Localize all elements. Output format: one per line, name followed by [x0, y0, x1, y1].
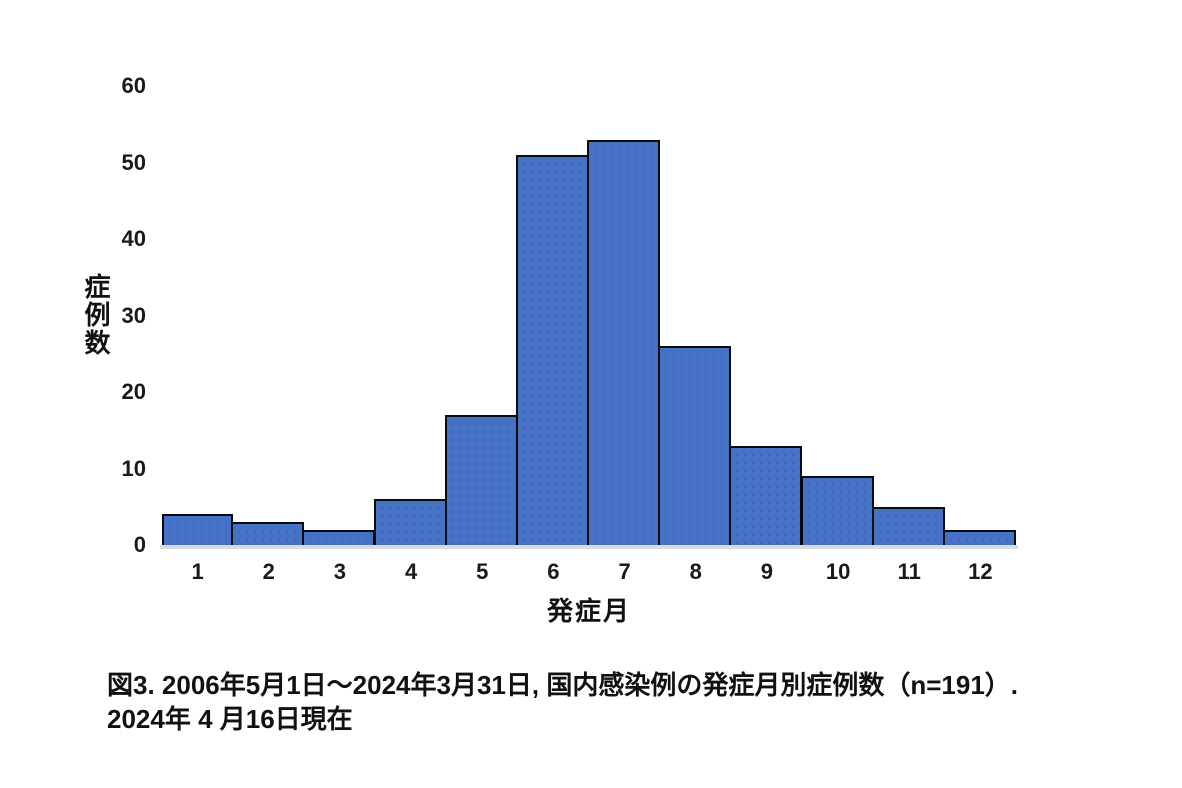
bar-month-8	[658, 346, 732, 545]
bar-month-6	[515, 154, 589, 545]
y-tick-label-50: 50	[121, 149, 146, 175]
x-tick-label-9: 9	[760, 559, 774, 584]
plot-area	[162, 86, 1016, 545]
bar-month-11	[871, 506, 945, 545]
x-tick-label-2: 2	[262, 559, 275, 584]
bar-month-3	[302, 529, 376, 545]
bar-month-4	[373, 499, 447, 545]
caption-line-1: 図3. 2006年5月1日～2024年3月31日, 国内感染例の発症月別症例数（…	[107, 670, 1019, 700]
bar-month-9	[729, 445, 803, 545]
y-tick-label-40: 40	[121, 226, 146, 251]
bar-month-5	[444, 414, 518, 545]
y-tick-label-10: 10	[121, 455, 146, 481]
x-tick-label-8: 8	[689, 559, 702, 584]
x-axis-baseline	[160, 545, 1018, 549]
bar-month-2	[231, 522, 305, 545]
y-tick-label-30: 30	[121, 302, 146, 328]
bar-month-7	[587, 139, 661, 545]
x-axis-tick-labels: 1 2 3 4 5 6 7 8 9 10 11 12	[162, 559, 1016, 587]
bar-month-1	[162, 514, 234, 545]
x-tick-label-1: 1	[191, 559, 204, 584]
caption-line-2: 2024年 4 月16日現在	[107, 704, 353, 734]
x-tick-label-10: 10	[825, 559, 851, 584]
bar-month-12	[942, 529, 1016, 545]
x-tick-label-11: 11	[897, 559, 921, 584]
y-tick-label-60: 60	[121, 73, 146, 98]
y-tick-label-20: 20	[121, 379, 146, 404]
figure-caption: 図3. 2006年5月1日～2024年3月31日, 国内感染例の発症月別症例数（…	[107, 668, 1127, 736]
x-tick-label-5: 5	[476, 559, 489, 584]
x-axis-title: 発症月	[546, 596, 631, 626]
x-tick-label-6: 6	[547, 559, 560, 584]
x-tick-label-4: 4	[404, 559, 418, 584]
y-axis-title: 症例数	[81, 273, 111, 357]
y-axis-tick-labels: 0 10 20 30 40 50 60	[0, 73, 146, 557]
x-tick-label-7: 7	[618, 559, 631, 584]
y-tick-label-0: 0	[133, 532, 146, 557]
bar-month-10	[800, 476, 874, 545]
x-tick-label-3: 3	[333, 559, 347, 584]
x-tick-label-12: 12	[968, 559, 993, 584]
